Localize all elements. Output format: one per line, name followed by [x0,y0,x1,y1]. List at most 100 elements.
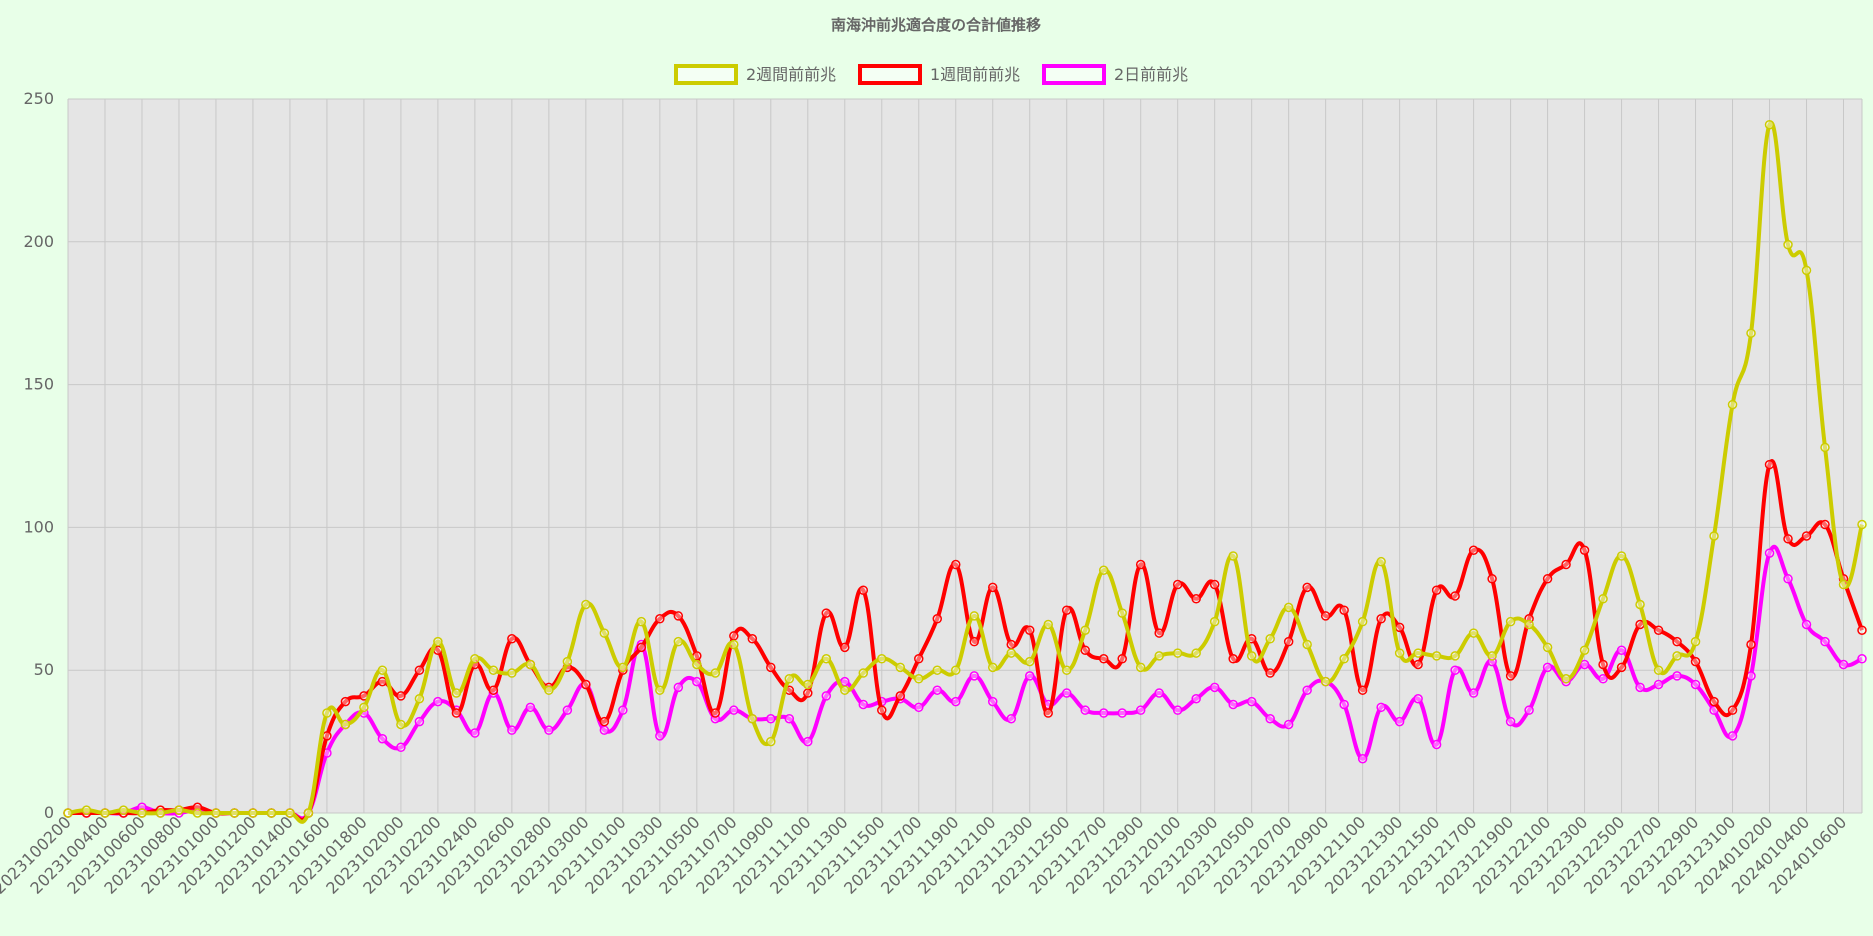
data-point [1265,634,1275,644]
data-point [1838,659,1849,670]
data-point [1727,705,1738,715]
data-point [174,805,184,815]
y-tick-label: 0 [44,803,54,822]
data-point [987,582,998,593]
data-point [1024,656,1035,667]
data-point [1302,685,1312,695]
data-point [1561,559,1571,570]
data-point [655,614,665,624]
data-point [840,685,850,695]
data-point [1468,545,1479,555]
legend-swatch [858,64,922,85]
data-point [1431,651,1442,661]
legend-swatch [1042,64,1106,85]
data-point [340,696,351,707]
data-point [673,611,684,621]
data-point [1265,668,1275,678]
data-point [1487,651,1497,661]
data-point [1265,714,1275,724]
data-point [1653,679,1664,690]
legend-item[interactable]: 2週間前前兆 [674,64,836,85]
data-point [858,668,869,678]
y-tick-label: 50 [34,660,54,679]
data-point [1579,545,1590,555]
data-point [1820,519,1830,530]
data-point [340,719,351,730]
legend-label: 2週間前前兆 [746,65,836,84]
data-point [1598,674,1608,684]
data-point [155,808,166,818]
legend: 2週間前前兆 1週間前前兆 2日前前兆 [674,64,1188,85]
data-point [618,705,628,715]
data-point [932,665,943,675]
data-point [1024,625,1035,635]
data-point [359,702,369,713]
data-point [1820,636,1830,647]
data-point [951,559,961,570]
data-point [100,808,110,818]
data-point [507,668,517,678]
data-point [1450,665,1460,675]
data-point [914,654,924,664]
data-point [414,665,425,675]
data-point [692,676,702,687]
data-point [322,708,332,718]
legend-label: 1週間前前兆 [930,65,1020,84]
y-axis: 0 50 100 150 200 250 [23,89,54,822]
data-point [1690,679,1701,690]
data-point [1357,685,1368,695]
data-point [1228,699,1238,710]
data-point [1172,705,1183,715]
data-point [821,691,832,701]
data-point [507,725,517,735]
data-point [285,808,295,818]
data-point [1209,682,1220,693]
data-point [969,636,979,647]
data-point [544,685,554,695]
data-point [969,671,979,681]
data-point [1154,651,1164,661]
data-point [858,585,869,595]
data-point [655,685,665,695]
data-point [1357,616,1368,627]
data-point [1283,719,1294,730]
data-point [618,662,628,673]
data-point [1376,702,1386,713]
data-point [951,665,961,675]
data-point [248,808,258,818]
data-point [1542,642,1553,653]
data-point [877,654,887,664]
data-point [562,656,573,667]
data-point [1857,519,1867,530]
data-point [1764,459,1775,470]
data-point [451,688,462,698]
data-point [803,688,813,698]
data-point [729,631,739,641]
data-point [895,662,906,673]
data-point [1246,651,1257,661]
data-point [932,614,943,624]
data-point [673,636,684,647]
data-point [1394,648,1405,658]
data-point [1616,645,1627,655]
data-point [1006,648,1016,658]
data-point [1783,534,1793,544]
data-point [1006,714,1016,724]
data-point [1135,559,1146,570]
data-point [1154,688,1164,698]
data-point [1764,548,1775,558]
data-point [1302,582,1312,593]
data-point [1191,594,1201,604]
data-point [1098,565,1109,575]
data-point [1043,619,1053,630]
data-point [710,668,721,678]
legend-item[interactable]: 1週間前前兆 [858,64,1020,85]
data-point [1524,619,1534,630]
legend-label: 2日前前兆 [1114,65,1188,84]
data-point [710,708,721,718]
data-point [987,696,998,707]
legend-item[interactable]: 2日前前兆 [1042,64,1188,85]
data-point [914,674,924,684]
data-point [1246,696,1257,707]
